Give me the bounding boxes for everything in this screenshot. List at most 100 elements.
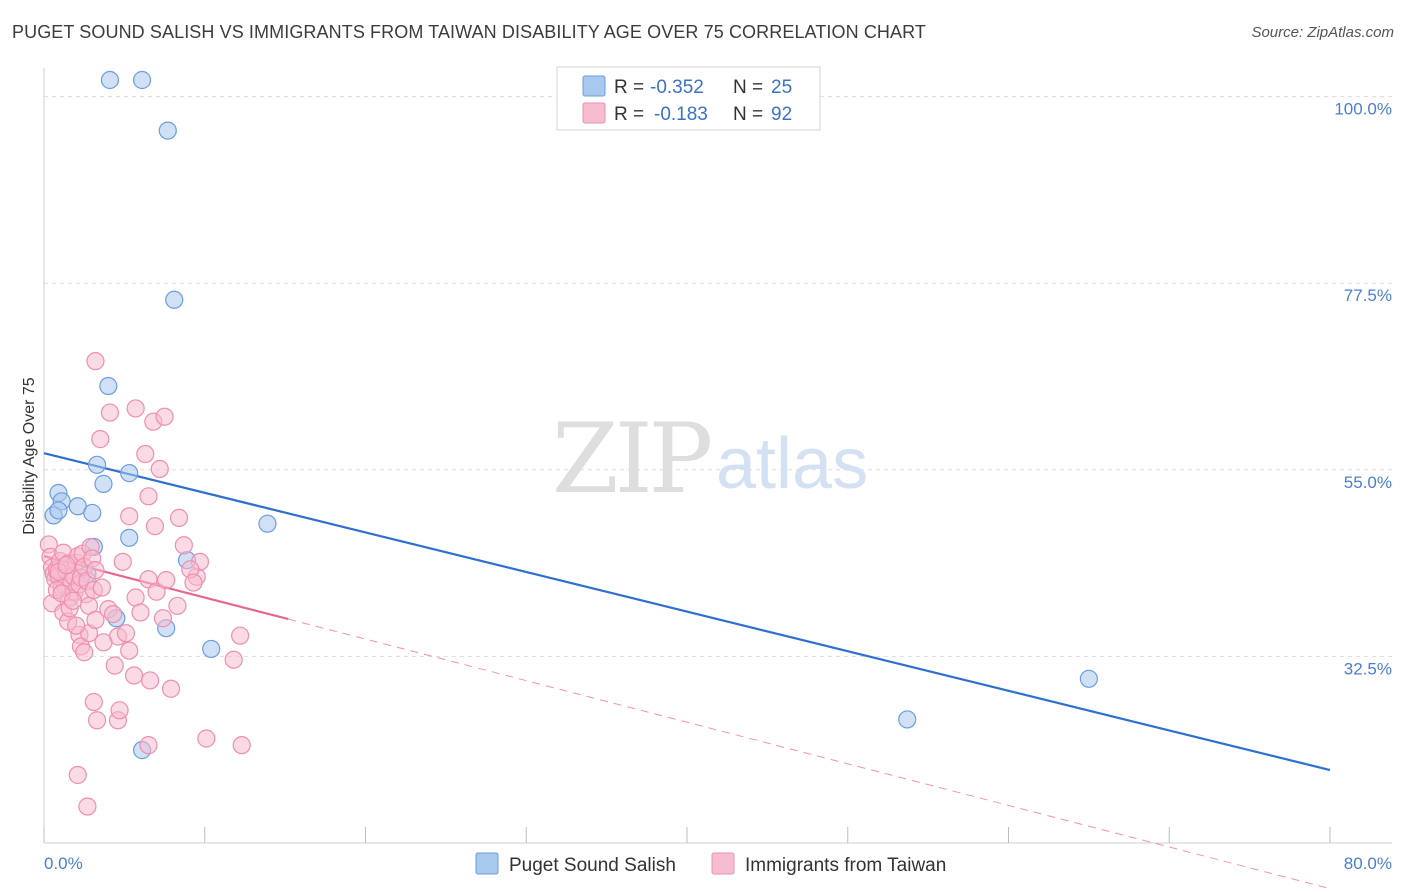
point-immigrants-from-taiwan[interactable] <box>139 736 158 755</box>
point-immigrants-from-taiwan[interactable] <box>126 399 145 418</box>
point-puget-sound-salish[interactable] <box>87 455 107 474</box>
legend-n-label: N = <box>733 77 763 98</box>
stats-legend: R = -0.352 N = 25 R = -0.183 N = 92 <box>556 66 821 131</box>
point-puget-sound-salish[interactable] <box>120 528 139 547</box>
point-immigrants-from-taiwan[interactable] <box>120 507 139 526</box>
point-immigrants-from-taiwan[interactable] <box>140 671 160 690</box>
point-puget-sound-salish[interactable] <box>202 639 221 659</box>
point-immigrants-from-taiwan[interactable] <box>67 616 86 635</box>
point-puget-sound-salish[interactable] <box>898 710 917 729</box>
point-immigrants-from-taiwan[interactable] <box>86 561 105 580</box>
point-immigrants-from-taiwan[interactable] <box>174 536 193 555</box>
bottom-legend-item-blue[interactable]: Puget Sound Salish <box>475 852 676 876</box>
point-immigrants-from-taiwan[interactable] <box>224 650 243 669</box>
point-immigrants-from-taiwan[interactable] <box>161 679 181 698</box>
point-immigrants-from-taiwan[interactable] <box>113 552 132 571</box>
y-tick-label: 55.0% <box>1344 473 1392 492</box>
trend-line-extension <box>288 618 1331 890</box>
watermark: ZIP atlas <box>552 403 868 515</box>
point-immigrants-from-taiwan[interactable] <box>91 430 110 449</box>
bottom-legend: Puget Sound Salish Immigrants from Taiwa… <box>475 852 946 876</box>
y-axis-title: Disability Age Over 75 <box>21 377 38 535</box>
point-immigrants-from-taiwan[interactable] <box>94 633 113 652</box>
point-immigrants-from-taiwan[interactable] <box>197 729 216 748</box>
point-immigrants-from-taiwan[interactable] <box>157 570 176 590</box>
point-puget-sound-salish[interactable] <box>99 376 118 396</box>
point-immigrants-from-taiwan[interactable] <box>139 487 158 506</box>
point-immigrants-from-taiwan[interactable] <box>150 459 169 479</box>
point-immigrants-from-taiwan[interactable] <box>168 596 187 615</box>
grid-layer <box>44 96 1392 657</box>
point-immigrants-from-taiwan[interactable] <box>78 797 97 816</box>
legend-r-value: -0.183 <box>654 104 708 125</box>
point-immigrants-from-taiwan[interactable] <box>155 407 174 426</box>
point-puget-sound-salish[interactable] <box>165 290 184 309</box>
point-immigrants-from-taiwan[interactable] <box>75 643 94 662</box>
point-puget-sound-salish[interactable] <box>83 503 102 523</box>
watermark-zip: ZIP <box>552 403 711 515</box>
point-immigrants-from-taiwan[interactable] <box>104 604 123 624</box>
chart-title: PUGET SOUND SALISH VS IMMIGRANTS FROM TA… <box>12 22 927 42</box>
bottom-legend-label: Puget Sound Salish <box>509 855 676 876</box>
y-tick-label: 100.0% <box>1334 100 1392 119</box>
legend-n-label: N = <box>733 104 763 125</box>
legend-n-value: 25 <box>771 77 792 98</box>
stats-legend-row-pink: R = -0.183 N = 92 <box>582 102 792 125</box>
stats-legend-row-blue: R = -0.352 N = 25 <box>582 75 792 98</box>
points-layer <box>39 70 1098 816</box>
point-immigrants-from-taiwan[interactable] <box>86 352 105 371</box>
point-immigrants-from-taiwan[interactable] <box>153 609 173 628</box>
point-immigrants-from-taiwan[interactable] <box>120 641 139 660</box>
point-immigrants-from-taiwan[interactable] <box>232 736 251 755</box>
point-immigrants-from-taiwan[interactable] <box>68 765 87 785</box>
point-puget-sound-salish[interactable] <box>1079 669 1098 688</box>
point-immigrants-from-taiwan[interactable] <box>145 517 165 536</box>
legend-swatch-pink <box>582 102 606 124</box>
bottom-legend-swatch-blue <box>475 852 499 875</box>
x-tick-label: 0.0% <box>44 854 83 873</box>
point-immigrants-from-taiwan[interactable] <box>169 508 189 527</box>
point-puget-sound-salish[interactable] <box>258 514 277 533</box>
watermark-atlas: atlas <box>716 424 868 504</box>
x-tick-label: 80.0% <box>1344 854 1392 873</box>
trend-line-puget-sound-salish <box>43 452 1331 772</box>
point-immigrants-from-taiwan[interactable] <box>86 610 105 630</box>
axis-layer <box>43 68 1392 844</box>
point-immigrants-from-taiwan[interactable] <box>87 711 107 730</box>
point-immigrants-from-taiwan[interactable] <box>92 578 111 597</box>
point-immigrants-from-taiwan[interactable] <box>131 603 150 622</box>
y-tick-label: 77.5% <box>1344 286 1392 305</box>
point-immigrants-from-taiwan[interactable] <box>100 403 120 422</box>
y-tick-labels: 100.0% 77.5% 55.0% 32.5% <box>1334 100 1392 679</box>
point-puget-sound-salish[interactable] <box>132 70 152 90</box>
legend-r-label: R = <box>614 104 644 125</box>
chart-source: Source: ZipAtlas.com <box>1251 24 1394 41</box>
point-puget-sound-salish[interactable] <box>94 474 113 493</box>
point-immigrants-from-taiwan[interactable] <box>136 444 155 464</box>
legend-r-label: R = <box>614 77 644 98</box>
trend-layer <box>43 452 1331 890</box>
bottom-legend-item-pink[interactable]: Immigrants from Taiwan <box>711 852 946 876</box>
point-puget-sound-salish[interactable] <box>49 501 68 520</box>
point-puget-sound-salish[interactable] <box>100 70 120 90</box>
point-immigrants-from-taiwan[interactable] <box>84 692 103 712</box>
point-puget-sound-salish[interactable] <box>158 121 177 140</box>
legend-swatch-blue <box>582 75 606 97</box>
bottom-legend-label: Immigrants from Taiwan <box>745 855 946 876</box>
point-puget-sound-salish[interactable] <box>120 464 139 483</box>
bottom-legend-swatch-pink <box>711 852 735 875</box>
point-immigrants-from-taiwan[interactable] <box>124 666 144 685</box>
point-immigrants-from-taiwan[interactable] <box>57 556 76 575</box>
legend-r-value: -0.352 <box>650 77 704 98</box>
y-tick-label: 32.5% <box>1344 659 1392 678</box>
point-immigrants-from-taiwan[interactable] <box>231 626 250 645</box>
point-immigrants-from-taiwan[interactable] <box>184 573 203 592</box>
point-immigrants-from-taiwan[interactable] <box>63 591 83 610</box>
point-immigrants-from-taiwan[interactable] <box>147 582 166 601</box>
point-immigrants-from-taiwan[interactable] <box>105 656 124 675</box>
x-tick-labels: 0.0% 80.0% <box>44 854 1392 873</box>
point-immigrants-from-taiwan[interactable] <box>116 624 136 643</box>
legend-n-value: 92 <box>771 104 792 125</box>
point-immigrants-from-taiwan[interactable] <box>110 701 129 720</box>
